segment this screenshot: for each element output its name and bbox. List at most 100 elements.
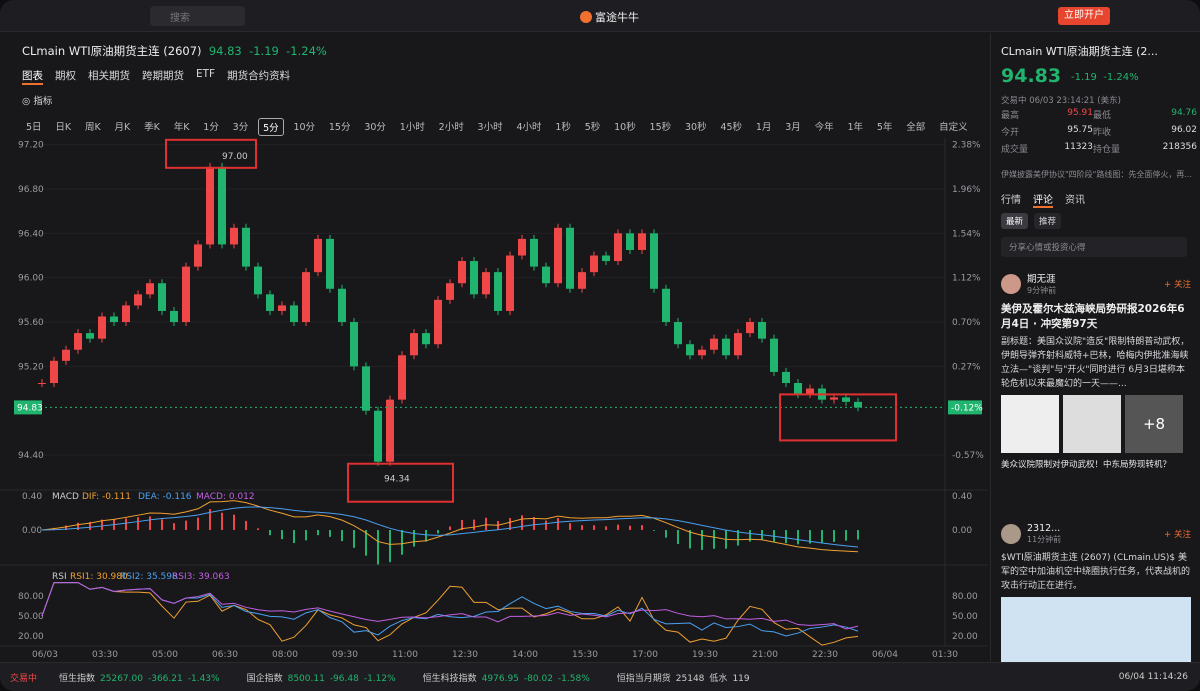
tab[interactable]: 跨期期货 (142, 70, 184, 82)
news-ticker[interactable]: 伊媒披露美伊协议"四阶段"路线图：先全面停火，再... (1001, 170, 1192, 179)
rsi-tick: 80.00 (952, 592, 978, 602)
more-images[interactable]: +8 (1125, 395, 1183, 453)
candle (806, 388, 814, 395)
period[interactable]: 自定义 (939, 122, 968, 133)
candle (614, 233, 622, 262)
period[interactable]: 4小时 (516, 122, 542, 133)
index: 恒生科技指数 4976.95 -80.02 -1.58% (423, 671, 595, 684)
period[interactable]: 年K (173, 122, 190, 133)
period[interactable]: 3分 (232, 122, 249, 133)
period[interactable]: 日K (55, 122, 72, 133)
follow-button[interactable]: + 关注 (1164, 279, 1191, 290)
side-title: CLmain WTI原油期货主连 (2... (1001, 45, 1158, 58)
period[interactable]: 45秒 (720, 122, 743, 133)
period[interactable]: 15分 (328, 122, 351, 133)
stat-value: 218356 (1162, 142, 1197, 152)
period[interactable]: 1年 (847, 122, 864, 133)
candle (362, 366, 370, 411)
candle (710, 338, 718, 350)
sub-tabs: 最新 推荐 (1001, 213, 1062, 229)
side-tab[interactable]: 行情 (1001, 195, 1021, 206)
macd-bar (341, 530, 343, 542)
candle (374, 410, 382, 462)
period[interactable]: 5年 (876, 122, 893, 133)
macd-bar (713, 530, 715, 549)
rsi-line (41, 582, 859, 637)
search-box[interactable]: 搜索 (150, 6, 245, 26)
period[interactable]: 月K (114, 122, 131, 133)
candle (254, 266, 262, 295)
period[interactable]: 3小时 (477, 122, 503, 133)
current-price-label: 94.83 (17, 403, 43, 413)
tab[interactable]: 期权 (55, 70, 76, 82)
tab[interactable]: ETF (196, 68, 216, 80)
stat-value: 95.91 (1067, 108, 1093, 118)
period[interactable]: 1分 (203, 122, 219, 133)
sub-tab[interactable]: 推荐 (1034, 213, 1062, 229)
macd-bar (785, 530, 787, 544)
period[interactable]: 全部 (906, 122, 926, 133)
candle (122, 305, 130, 323)
macd-tick: 0.40 (22, 492, 42, 502)
tab[interactable]: 相关期货 (88, 70, 130, 82)
price: 94.83 (208, 44, 242, 58)
candle (422, 333, 430, 345)
candle (290, 305, 298, 323)
rsi-tick: 20.00 (18, 632, 44, 642)
stat-label: 持仓量 (1093, 145, 1121, 155)
candle (722, 338, 730, 356)
period[interactable]: 周K (84, 122, 101, 133)
y-tick-label: 96.40 (18, 229, 44, 239)
period[interactable]: 2小时 (438, 122, 464, 133)
period[interactable]: 3月 (785, 122, 801, 133)
period[interactable]: 5秒 (584, 122, 601, 133)
post-body: 副标题：美国众议院"造反"限制特朗普动武权，伊朗导弹齐射科威特+巴林，哈梅内伊批… (1001, 337, 1190, 389)
candle (314, 238, 322, 273)
period[interactable]: 10秒 (614, 122, 636, 133)
x-tick-label: 15:30 (572, 650, 598, 660)
macd-bar (233, 514, 235, 530)
period[interactable]: 30分 (364, 122, 386, 133)
stat-label: 成交量 (1001, 145, 1029, 155)
period[interactable]: 15秒 (649, 122, 672, 133)
period[interactable]: 1月 (755, 122, 772, 133)
chart: 97.20 2.38% 96.80 1.96% 96.40 1.54% 96.00 1.12%… (0, 138, 988, 660)
macd-bar (77, 522, 79, 530)
period[interactable]: 季K (144, 122, 160, 133)
period[interactable]: 30秒 (684, 122, 707, 133)
post-tag[interactable]: 美众议院限制对伊动武权！中东局势现转机？ (1001, 460, 1172, 470)
macd-bar (257, 528, 259, 530)
macd-legend: MACD: 0.012 (196, 492, 255, 502)
side-tab[interactable]: 资讯 (1065, 195, 1085, 206)
indicator-button[interactable]: 指标 (33, 96, 53, 107)
stat-value: 94.76 (1171, 108, 1197, 118)
period[interactable]: 5分 (258, 118, 284, 136)
period[interactable]: 10分 (293, 122, 316, 133)
macd-bar (137, 517, 139, 530)
stat-label: 最低 (1093, 111, 1112, 121)
side-panel: CLmain WTI原油期货主连 (2... 94.83 -1.19 -1.24… (990, 33, 1200, 667)
x-tick-label: 06:30 (212, 650, 238, 660)
period[interactable]: 1秒 (555, 122, 571, 133)
tab[interactable]: 期货合约资料 (227, 70, 291, 82)
rsi-tick: 50.00 (18, 612, 44, 622)
stat-label: 最高 (1001, 111, 1020, 121)
macd-bar (353, 530, 355, 548)
comment-input[interactable]: 分享心情或投资心得 (1001, 237, 1187, 257)
sub-tab[interactable]: 最新 (1001, 213, 1029, 229)
period[interactable]: 今年 (814, 122, 834, 133)
macd-bar (293, 530, 295, 544)
open-account-button[interactable]: 立即开户 (1058, 7, 1110, 25)
stat-value: 95.75 (1067, 125, 1093, 135)
period[interactable]: 1小时 (399, 122, 425, 133)
macd-bar (461, 519, 463, 530)
index-field: 25267.00 (100, 673, 143, 684)
side-tab[interactable]: 评论 (1033, 191, 1053, 208)
follow-button[interactable]: + 关注 (1164, 530, 1191, 540)
tab[interactable]: 图表 (22, 68, 43, 85)
period[interactable]: 5日 (26, 122, 42, 133)
macd-legend: DEA: -0.116 (138, 492, 192, 502)
macd-tick: 0.00 (22, 526, 42, 536)
post: 期无涯 9分钟前 + 关注 美伊及霍尔木兹海峡局势研报2026年6月4日 · 冲突第… (1001, 271, 1191, 470)
